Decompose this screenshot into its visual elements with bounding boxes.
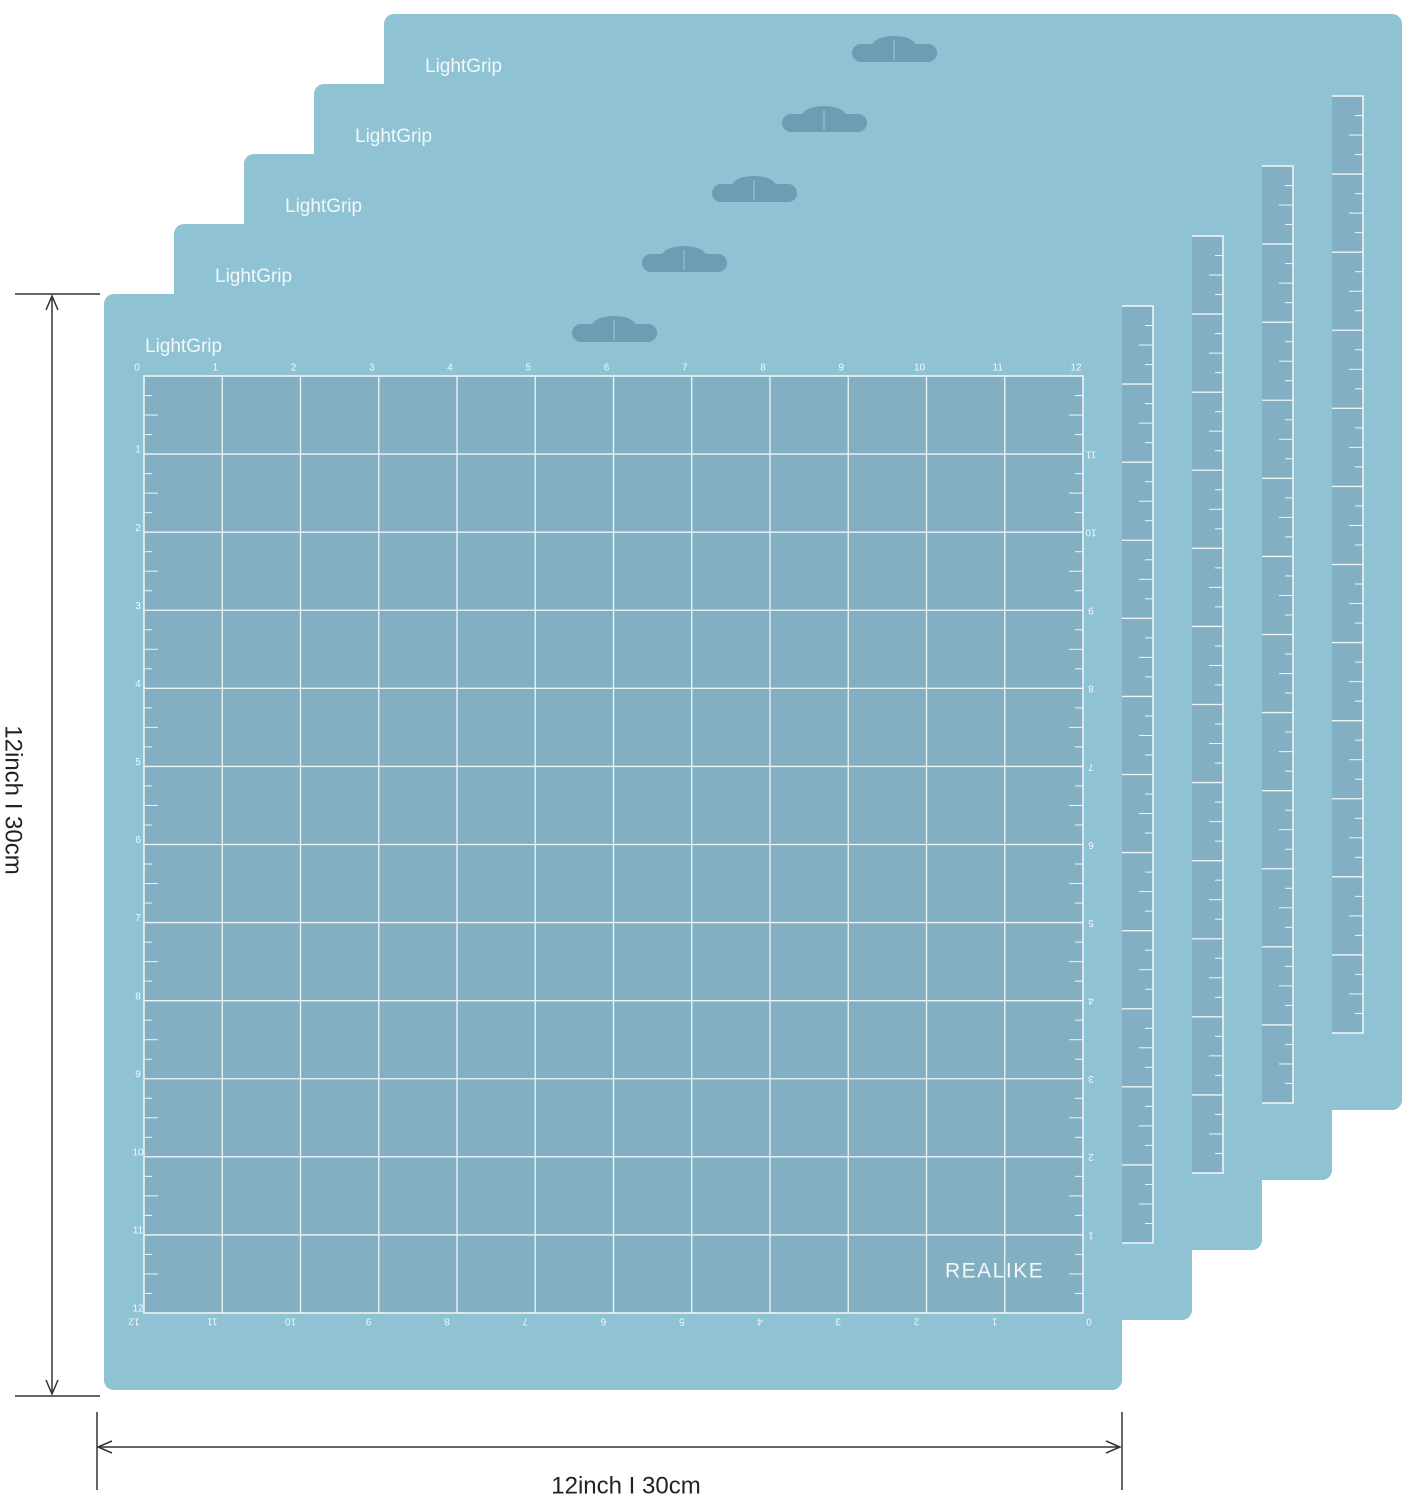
ruler-number: 4 [1088, 995, 1094, 1006]
height-label: 12inch I 30cm [0, 725, 27, 874]
ruler-number: 7 [522, 1315, 528, 1326]
ruler-number: 8 [444, 1315, 450, 1326]
height-dimension [15, 293, 100, 1397]
mat-label: LightGrip [145, 336, 222, 357]
mat-label: LightGrip [285, 196, 362, 217]
ruler-number: 1 [135, 445, 141, 456]
ruler-number: 5 [135, 757, 141, 768]
ruler-number: 11 [207, 1315, 218, 1326]
ruler-number: 7 [682, 363, 688, 374]
ruler-number: 5 [1088, 917, 1094, 928]
ruler-number: 7 [1088, 761, 1094, 772]
ruler-number: 7 [135, 913, 141, 924]
ruler-number: 6 [135, 835, 141, 846]
ruler-number: 9 [1088, 605, 1094, 616]
ruler-number: 0 [134, 363, 140, 374]
mat-label: LightGrip [355, 126, 432, 147]
ruler-number: 9 [838, 363, 844, 374]
ruler-number: 11 [993, 363, 1004, 374]
ruler-number: 11 [1085, 448, 1096, 459]
width-dimension [96, 1412, 1123, 1490]
ruler-number: 8 [1088, 683, 1094, 694]
ruler-number: 6 [604, 363, 610, 374]
ruler-number: 12 [1070, 363, 1082, 374]
ruler-number: 3 [369, 363, 375, 374]
ruler-number: 6 [1088, 839, 1094, 850]
ruler-number: 5 [679, 1315, 685, 1326]
arrow-heads [45, 294, 59, 1396]
ruler-number: 0 [1086, 1315, 1092, 1326]
ruler-number: 10 [1085, 527, 1097, 538]
ruler-number: 4 [447, 363, 453, 374]
ruler-number: 8 [135, 991, 141, 1002]
ruler-number: 5 [525, 363, 531, 374]
ruler-number: 8 [760, 363, 766, 374]
ruler-number: 3 [835, 1315, 841, 1326]
ruler-number: 9 [135, 1069, 141, 1080]
mat-label: LightGrip [215, 266, 292, 287]
ruler-number: 2 [913, 1315, 919, 1326]
ruler-number: 4 [757, 1315, 763, 1326]
width-label: 12inch I 30cm [551, 1472, 700, 1499]
ruler-number: 9 [366, 1315, 372, 1326]
mat-stack: LightGrip LightGrip LightGrip LightGrip Ligh… [104, 14, 1402, 1390]
ruler-number: 2 [135, 523, 141, 534]
ruler-number: 3 [135, 601, 141, 612]
ruler-number: 12 [128, 1315, 140, 1326]
ruler-number: 10 [914, 363, 926, 374]
arrow-heads [96, 1440, 1122, 1454]
ruler-number: 10 [285, 1315, 297, 1326]
ruler-number: 11 [133, 1226, 144, 1237]
ruler-number: 2 [291, 363, 297, 374]
mat-label: LightGrip [425, 56, 502, 77]
ruler-number: 10 [132, 1147, 144, 1158]
ruler-number: 4 [135, 679, 141, 690]
ruler-number: 1 [212, 363, 218, 374]
ruler-number: 6 [600, 1315, 606, 1326]
ruler-number: 2 [1088, 1151, 1094, 1162]
ruler-number: 12 [132, 1304, 144, 1315]
brand-logo: REALIKE [945, 1260, 1044, 1283]
ruler-number: 1 [1088, 1229, 1094, 1240]
ruler-number: 1 [992, 1315, 998, 1326]
ruler-number: 3 [1088, 1073, 1094, 1084]
